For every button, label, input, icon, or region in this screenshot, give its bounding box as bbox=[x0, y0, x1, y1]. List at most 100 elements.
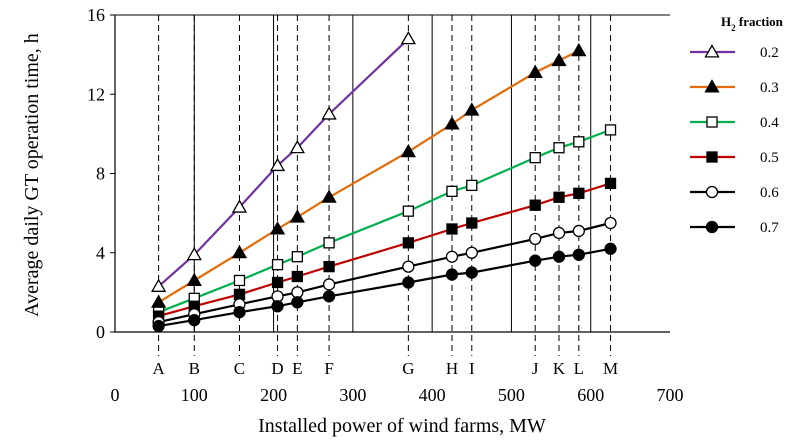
grid-layer bbox=[115, 14, 670, 332]
series-0.2 bbox=[150, 30, 416, 292]
x-tick-label-4: 400 bbox=[419, 385, 446, 405]
legend-item-0.4: 0.4 bbox=[690, 115, 779, 131]
series-point-0.4-7 bbox=[446, 185, 458, 197]
series-point-0.5-10 bbox=[553, 191, 565, 203]
series-point-0.4-3 bbox=[271, 258, 284, 271]
series-point-0.2-6 bbox=[400, 30, 416, 45]
legend-item-0.3: 0.3 bbox=[690, 79, 779, 96]
legend-marker-0.7 bbox=[705, 220, 719, 234]
x-tick-label-1: 100 bbox=[181, 385, 208, 405]
series-point-0.5-2 bbox=[233, 288, 246, 301]
series-point-0.6-8 bbox=[465, 246, 478, 259]
x-tick-label-0: 0 bbox=[111, 385, 120, 405]
site-label-J: J bbox=[532, 359, 539, 378]
site-label-F: F bbox=[324, 359, 333, 378]
series-point-0.3-4 bbox=[289, 209, 305, 223]
x-axis-title: Installed power of wind farms, MW bbox=[258, 415, 546, 437]
series-point-0.4-10 bbox=[553, 142, 565, 154]
y-tick-label-1: 4 bbox=[96, 243, 105, 263]
series-point-0.4-9 bbox=[529, 151, 541, 164]
y-axis-title: Average daily GT operation time, h bbox=[21, 33, 43, 317]
series-point-0.2-1 bbox=[186, 246, 202, 261]
series-point-0.2-3 bbox=[269, 157, 286, 172]
series-point-0.7-7 bbox=[445, 268, 459, 281]
series-point-0.7-11 bbox=[572, 248, 585, 261]
series-point-0.7-6 bbox=[402, 276, 415, 289]
series-point-0.2-2 bbox=[231, 199, 248, 213]
series-point-0.5-6 bbox=[402, 237, 415, 249]
axes-layer: 0 4 8 12 16 0 100 200 300 400 500 600 700 bbox=[87, 5, 684, 405]
series-line-0.5 bbox=[158, 182, 611, 318]
legend-marker-0.3 bbox=[704, 79, 720, 93]
legend-label-0.6: 0.6 bbox=[760, 185, 779, 201]
series-0.3 bbox=[150, 42, 587, 308]
legend-item-0.6: 0.6 bbox=[690, 185, 779, 201]
x-tick-label-5: 500 bbox=[498, 385, 525, 405]
series-point-0.7-9 bbox=[529, 254, 542, 267]
legend-marker-0.2 bbox=[704, 44, 720, 58]
legend-label-0.4: 0.4 bbox=[760, 115, 779, 131]
x-tick-label-3: 300 bbox=[339, 385, 366, 405]
x-tick-label-6: 600 bbox=[577, 385, 604, 405]
series-point-0.3-9 bbox=[527, 64, 543, 78]
x-tick-label-2: 200 bbox=[260, 385, 287, 405]
series-point-0.6-6 bbox=[402, 260, 415, 273]
series-point-0.4-5 bbox=[323, 237, 335, 249]
site-label-A: A bbox=[152, 359, 165, 378]
legend-marker-0.4 bbox=[706, 116, 718, 128]
site-label-C: C bbox=[234, 359, 245, 378]
site-label-I: I bbox=[469, 359, 475, 378]
series-point-0.5-8 bbox=[466, 217, 478, 229]
site-label-K: K bbox=[553, 359, 566, 378]
site-label-L: L bbox=[574, 359, 584, 378]
series-point-0.3-11 bbox=[571, 42, 587, 57]
series-point-0.6-9 bbox=[529, 232, 542, 246]
site-label-G: G bbox=[402, 359, 414, 378]
series-point-0.7-1 bbox=[188, 313, 201, 327]
series-0.6 bbox=[152, 216, 617, 329]
series-point-0.3-1 bbox=[186, 272, 202, 287]
series-point-0.6-10 bbox=[552, 226, 566, 240]
series-point-0.7-0 bbox=[152, 319, 165, 333]
series-line-0.2 bbox=[157, 38, 410, 288]
series-point-0.2-0 bbox=[150, 278, 167, 292]
series-point-0.5-4 bbox=[291, 270, 304, 283]
series-0.4 bbox=[152, 124, 617, 318]
legend-title: H2 fraction bbox=[721, 14, 784, 33]
series-point-0.7-4 bbox=[291, 296, 304, 309]
series-layer bbox=[150, 30, 617, 333]
series-point-0.7-12 bbox=[604, 242, 617, 255]
series-point-0.4-6 bbox=[402, 205, 415, 217]
site-label-E: E bbox=[292, 359, 302, 378]
legend-title-sub: 2 bbox=[731, 23, 736, 33]
series-point-0.5-12 bbox=[604, 177, 617, 190]
legend: H2 fraction 0.2 0.3 0.4 0.5 0.6 0.7 bbox=[690, 14, 784, 236]
legend-item-0.2: 0.2 bbox=[690, 44, 779, 61]
site-label-B: B bbox=[189, 359, 200, 378]
legend-marker-0.6 bbox=[705, 185, 719, 199]
series-point-0.5-5 bbox=[323, 260, 335, 273]
y-tick-label-0: 0 bbox=[96, 322, 105, 342]
series-point-0.3-3 bbox=[269, 221, 286, 235]
series-0.5 bbox=[152, 177, 617, 322]
series-point-0.5-7 bbox=[446, 223, 458, 235]
series-point-0.4-8 bbox=[466, 179, 478, 192]
series-0.7 bbox=[152, 242, 617, 333]
series-point-0.3-8 bbox=[464, 102, 480, 116]
series-point-0.2-5 bbox=[321, 106, 337, 120]
series-point-0.4-2 bbox=[233, 274, 246, 287]
series-point-0.7-5 bbox=[322, 290, 336, 303]
series-point-0.5-9 bbox=[529, 199, 541, 211]
legend-label-0.5: 0.5 bbox=[760, 150, 779, 166]
series-point-0.6-7 bbox=[445, 250, 459, 263]
series-point-0.3-7 bbox=[444, 116, 460, 130]
series-point-0.3-2 bbox=[231, 244, 248, 259]
series-point-0.6-12 bbox=[604, 216, 617, 230]
series-point-0.5-11 bbox=[573, 187, 585, 199]
legend-item-0.7: 0.7 bbox=[690, 220, 779, 236]
series-point-0.3-6 bbox=[400, 143, 416, 158]
series-point-0.4-12 bbox=[604, 124, 617, 136]
series-point-0.3-10 bbox=[551, 52, 567, 67]
legend-label-0.2: 0.2 bbox=[760, 45, 779, 61]
